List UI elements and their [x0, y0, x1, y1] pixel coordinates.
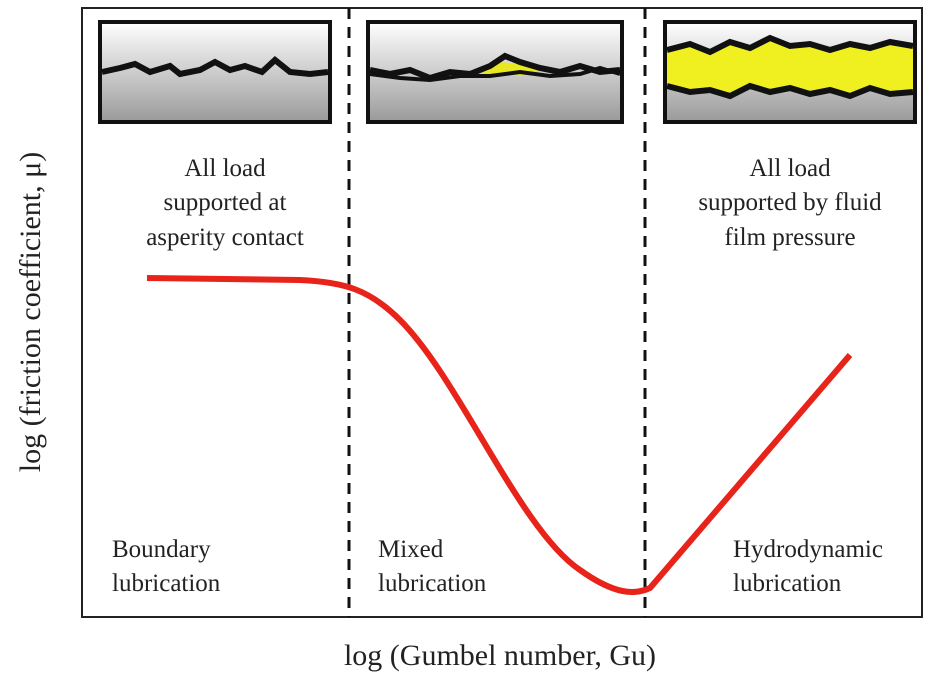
inset-boundary	[100, 22, 330, 122]
inset-mixed	[368, 22, 622, 122]
stribeck-diagram: All load supported at asperity contact A…	[0, 0, 932, 677]
inset-hydrodynamic	[665, 22, 915, 122]
region-description: supported at	[164, 189, 287, 216]
region-description: film pressure	[724, 224, 855, 251]
x-axis-label: log (Gumbel number, Gu)	[344, 639, 656, 672]
region-description: supported by fluid	[698, 189, 882, 216]
region-description: All load	[184, 155, 266, 182]
region-description: All load	[749, 155, 831, 182]
region-name: Mixed	[378, 536, 444, 563]
region-name: Boundary	[112, 536, 211, 563]
region-name: lubrication	[378, 570, 487, 597]
region-description: asperity contact	[146, 224, 304, 251]
region-name: Hydrodynamic	[733, 536, 883, 563]
y-axis-label: log (friction coefficient, μ)	[14, 152, 47, 472]
region-name: lubrication	[733, 570, 842, 597]
region-name: lubrication	[112, 570, 221, 597]
